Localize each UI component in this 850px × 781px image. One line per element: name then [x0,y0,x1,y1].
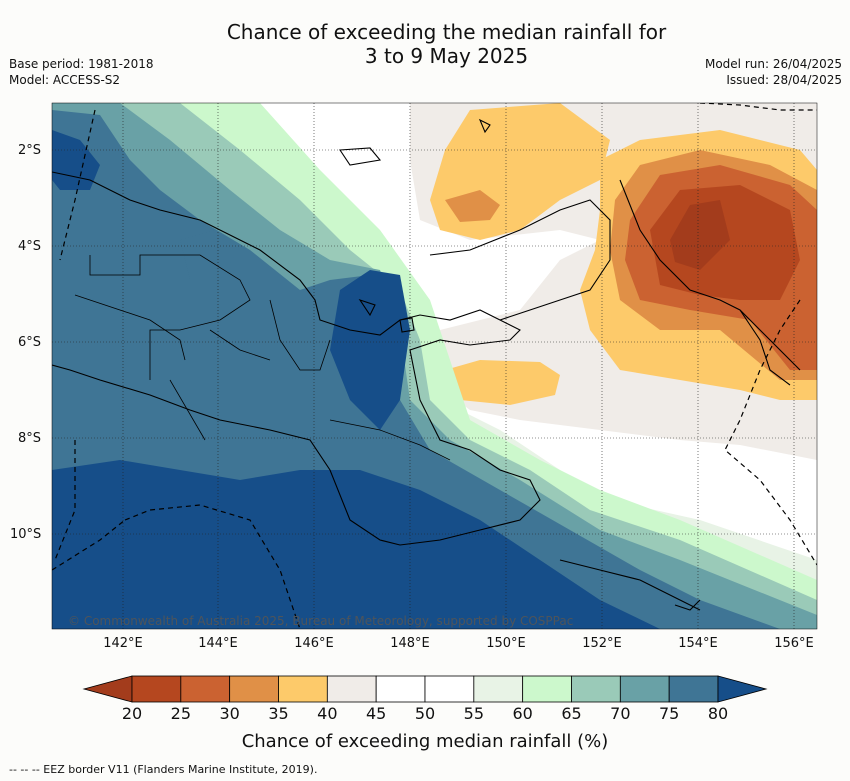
lat-label-2s: 2°S [18,143,42,158]
colorbar-arrow-high [717,675,768,703]
copyright-credit: © Commonwealth of Australia 2025, Bureau… [68,614,574,628]
colorbar-bin [424,675,475,703]
lon-label-144e: 144°E [198,636,238,651]
colorbar-tick-label: 30 [219,704,240,723]
run-info: Model run: 26/04/2025 Issued: 28/04/2025 [705,56,842,88]
colorbar-tick-label: 75 [658,704,680,723]
lat-label-8s: 8°S [18,431,42,446]
lon-label-142e: 142°E [103,636,143,651]
colorbar-arrow-low [82,675,133,703]
base-period: Base period: 1981-2018 [9,57,154,71]
colorbar-tick-label: 70 [610,704,631,723]
map-frame [51,102,818,630]
title-line-2: 3 to 9 May 2025 [364,44,529,68]
borders [74,254,451,461]
colorbar-tick-label: 60 [512,704,533,723]
colorbar-tick-label: 35 [268,704,289,723]
model-info: Base period: 1981-2018 Model: ACCESS-S2 [9,56,154,88]
colorbar-bin [668,675,719,703]
colorbar-bin [180,675,231,703]
colorbar-bin [571,675,621,703]
eez-legend-note: -- -- -- EEZ border V11 (Flanders Marine… [9,763,318,776]
model-run-date: Model run: 26/04/2025 [704,57,842,71]
colorbar-tick-label: 45 [365,704,387,723]
colorbar-tick-label: 65 [561,704,582,723]
lat-label-6s: 6°S [18,335,42,350]
lat-label-10s: 10°S [10,527,42,542]
gridlines [52,103,817,629]
model-name: Model: ACCESS-S2 [9,73,121,87]
title-line-1: Chance of exceeding the median rainfall … [226,20,667,44]
lon-label-148e: 148°E [390,636,430,651]
contour-above-75-west [180,230,235,280]
colorbar-bin [375,675,426,703]
colorbar-bin [326,675,377,703]
colorbar-tick-label: 80 [707,704,729,723]
colorbar-tick-label: 25 [170,704,192,723]
colorbar-tick-label: 20 [121,704,143,723]
contour-above-80-central [330,270,410,430]
contour-20 [670,200,730,270]
contour-35-a [445,190,500,222]
lon-label-156e: 156°E [774,636,814,651]
issued-date: Issued: 28/04/2025 [726,73,842,87]
lon-label-150e: 150°E [486,636,526,651]
lon-label-152e: 152°E [582,636,622,651]
contour-above-80-south [52,460,660,629]
contour-40-c [442,360,560,405]
lon-label-154e: 154°E [678,636,718,651]
colorbar-bin [278,675,328,703]
colorbar-bin [473,675,524,703]
colorbar-label: Chance of exceeding median rainfall (%) [241,731,609,752]
colorbar-tick-label: 40 [317,704,338,723]
coastlines [52,118,801,611]
map-title: Chance of exceeding the median rainfall … [0,20,850,68]
colorbar-bin [619,675,670,703]
lon-label-146e: 146°E [294,636,334,651]
eez-borders [52,103,817,629]
colorbar-bin [522,675,572,703]
colorbar-tick-label: 55 [463,704,485,723]
colorbar-tick-label: 50 [414,704,436,723]
colorbar-bin [131,675,182,703]
colorbar-bin [229,675,279,703]
lat-label-4s: 4°S [18,239,42,254]
